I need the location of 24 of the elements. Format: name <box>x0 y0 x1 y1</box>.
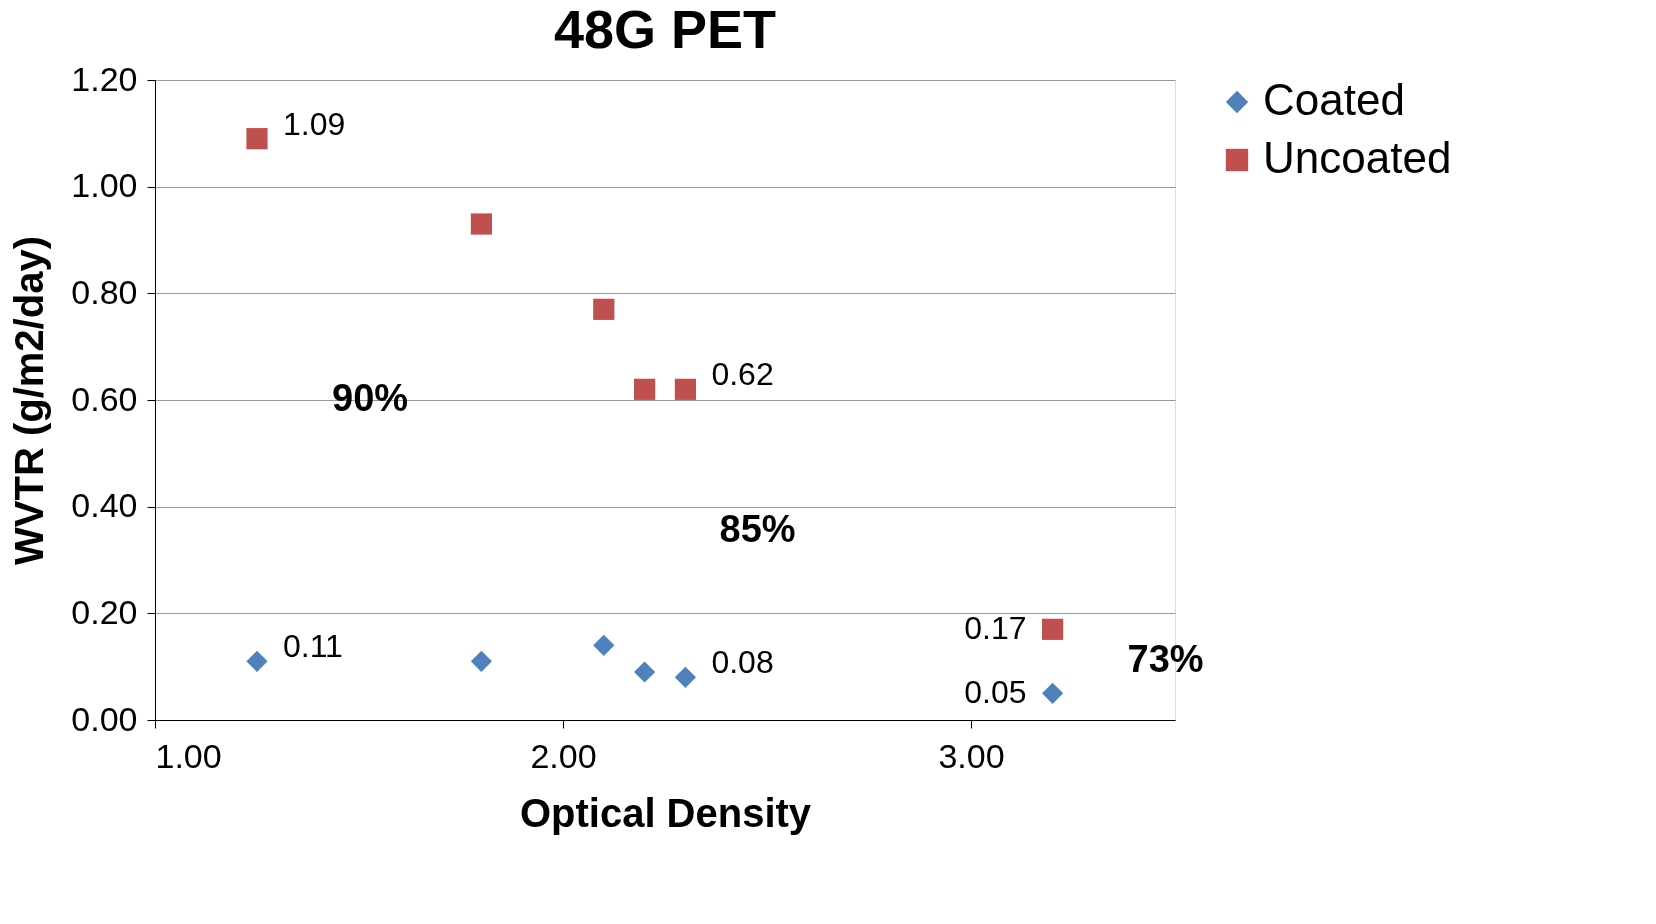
data-label: 0.05 <box>964 674 1027 711</box>
data-label: 1.09 <box>283 105 346 142</box>
y-tick-label: 1.00 <box>71 166 138 205</box>
data-label: 0.17 <box>964 610 1027 647</box>
y-tick-label: 0.60 <box>71 379 138 418</box>
x-tick-label: 2.00 <box>530 736 597 775</box>
x-axis-title: Optical Density <box>519 790 812 835</box>
y-tick-label: 1.20 <box>71 59 138 98</box>
chart-title: 48G PET <box>553 0 777 59</box>
x-tick-label: 1.00 <box>155 736 222 775</box>
annotation: 85% <box>719 507 796 550</box>
legend-label: Uncoated <box>1263 133 1452 182</box>
y-tick-label: 0.00 <box>71 699 138 738</box>
x-tick-label: 3.00 <box>938 736 1005 775</box>
data-label: 0.62 <box>711 356 774 393</box>
y-tick-label: 0.20 <box>71 592 138 631</box>
annotation: 73% <box>1127 638 1204 681</box>
y-tick-label: 0.80 <box>71 272 138 311</box>
annotation: 90% <box>332 377 409 419</box>
y-tick-label: 0.40 <box>71 486 138 525</box>
data-label: 0.11 <box>283 628 343 665</box>
y-axis-title: WVTR (g/m2/day) <box>7 236 52 565</box>
legend-label: Coated <box>1263 75 1405 124</box>
data-label: 0.08 <box>711 644 774 681</box>
